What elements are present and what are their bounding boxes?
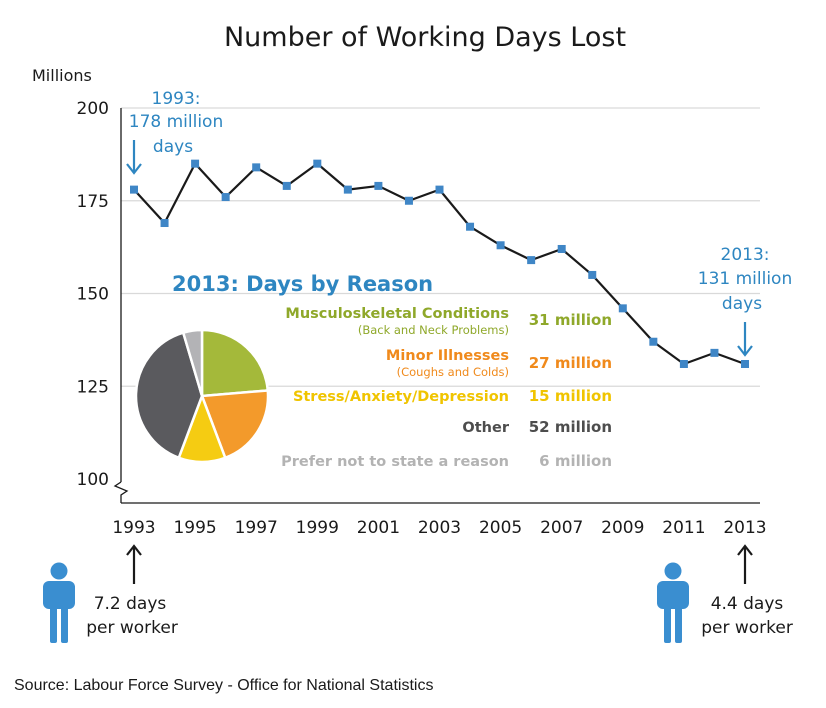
person-icon — [657, 562, 689, 643]
pie-legend-value: 31 million — [529, 311, 612, 329]
worker-right-line-1: 4.4 days — [711, 594, 784, 614]
pie-legend-label: Minor Illnesses — [386, 348, 509, 364]
pie-legend-label: Prefer not to state a reason — [281, 454, 509, 470]
y-tick-labels: 100 125 150 175 200 — [77, 99, 109, 490]
x-tick-labels: 1993 1995 1997 1999 2001 2003 2005 2007 2009 2011… — [112, 518, 766, 538]
worker-left: 7.2 days per worker — [43, 544, 178, 643]
annotation-start-line-2: 178 million — [129, 112, 223, 132]
x-tick-label: 1993 — [112, 518, 155, 538]
data-point — [343, 185, 352, 194]
annotation-start-line-1: 1993: — [152, 89, 201, 109]
pie-chart — [134, 328, 270, 464]
data-point — [374, 181, 383, 190]
data-point — [588, 270, 597, 279]
annotation-start: 1993: 178 million days — [126, 89, 223, 175]
x-tick-label: 2003 — [418, 518, 461, 538]
x-tick-label: 1997 — [235, 518, 278, 538]
pie-slice — [200, 328, 270, 398]
arrow-up-icon — [737, 544, 753, 584]
pie-slice — [134, 331, 204, 460]
x-tick-label: 2007 — [540, 518, 583, 538]
pie-slice — [181, 328, 204, 397]
data-point — [435, 185, 444, 194]
data-point — [679, 359, 688, 368]
x-tick-label: 2001 — [357, 518, 400, 538]
pie-legend: Musculoskeletal Conditions(Back and Neck… — [281, 306, 612, 470]
data-point — [282, 181, 291, 190]
pie-legend-value: 15 million — [529, 387, 612, 405]
worker-right: 4.4 days per worker — [657, 544, 793, 643]
pie-title: 2013: Days by Reason — [172, 272, 433, 296]
pie-legend-label: Other — [462, 420, 509, 436]
data-point — [252, 163, 261, 172]
data-point — [710, 348, 719, 357]
person-icon — [43, 562, 75, 643]
pie-legend-label: Musculoskeletal Conditions — [285, 306, 509, 322]
data-point — [191, 159, 200, 168]
annotation-start-line-3: days — [153, 137, 193, 157]
data-point — [649, 337, 658, 346]
data-point — [496, 241, 505, 250]
y-tick-label: 175 — [77, 192, 109, 212]
x-tick-label: 2011 — [662, 518, 705, 538]
x-tick-label: 2009 — [601, 518, 644, 538]
annotation-end: 2013: 131 million days — [698, 245, 792, 357]
data-point — [313, 159, 322, 168]
y-tick-label: 100 — [77, 470, 109, 490]
y-axis-label: Millions — [32, 66, 92, 85]
pie-legend-value: 6 million — [539, 452, 612, 470]
data-point — [741, 359, 749, 368]
data-point — [618, 304, 627, 313]
worker-left-line-1: 7.2 days — [94, 594, 167, 614]
arrow-down-icon — [126, 140, 142, 175]
pie-legend-sublabel: (Coughs and Colds) — [397, 365, 509, 379]
pie-legend-sublabel: (Back and Neck Problems) — [358, 323, 509, 337]
source-note: Source: Labour Force Survey - Office for… — [14, 677, 433, 694]
y-tick-label: 150 — [77, 285, 109, 305]
x-tick-label: 1995 — [173, 518, 216, 538]
annotation-end-line-3: days — [722, 294, 762, 314]
y-tick-label: 200 — [77, 99, 109, 119]
arrow-down-icon — [737, 322, 753, 357]
pie-legend-value: 27 million — [529, 354, 612, 372]
series-working-days-lost — [130, 159, 749, 368]
pie-slice — [200, 389, 270, 460]
x-tick-label: 1999 — [296, 518, 339, 538]
data-point — [466, 222, 475, 231]
annotation-end-line-2: 131 million — [698, 269, 792, 289]
data-point — [557, 244, 566, 253]
arrow-up-icon — [126, 544, 142, 584]
y-axis-break — [113, 481, 129, 503]
data-point — [527, 256, 536, 265]
data-point — [130, 185, 138, 194]
worker-left-line-2: per worker — [86, 618, 178, 638]
x-tick-label: 2005 — [479, 518, 522, 538]
axes — [113, 108, 760, 504]
pie-legend-value: 52 million — [529, 418, 612, 436]
data-point — [160, 219, 169, 228]
data-point — [221, 193, 230, 202]
chart-title: Number of Working Days Lost — [224, 22, 626, 53]
x-tick-label: 2013 — [723, 518, 766, 538]
annotation-end-line-1: 2013: — [721, 245, 770, 265]
y-tick-label: 125 — [77, 377, 109, 397]
pie-legend-label: Stress/Anxiety/Depression — [293, 389, 509, 405]
worker-right-line-2: per worker — [701, 618, 793, 638]
data-point — [404, 196, 413, 205]
